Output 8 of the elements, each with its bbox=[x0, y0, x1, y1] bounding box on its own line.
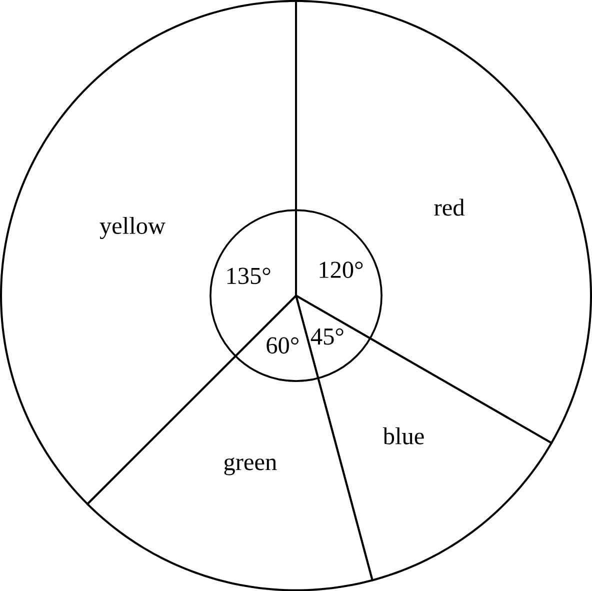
data-label: 135° bbox=[227, 268, 270, 284]
data-label: 120° bbox=[320, 262, 363, 278]
data-label: 60° bbox=[266, 337, 298, 354]
slice-label: green bbox=[224, 457, 277, 476]
slice-label: yellow bbox=[100, 216, 166, 239]
slice-label: red bbox=[434, 198, 464, 216]
slice-label: blue bbox=[382, 427, 424, 444]
data-label: 45° bbox=[310, 328, 344, 345]
